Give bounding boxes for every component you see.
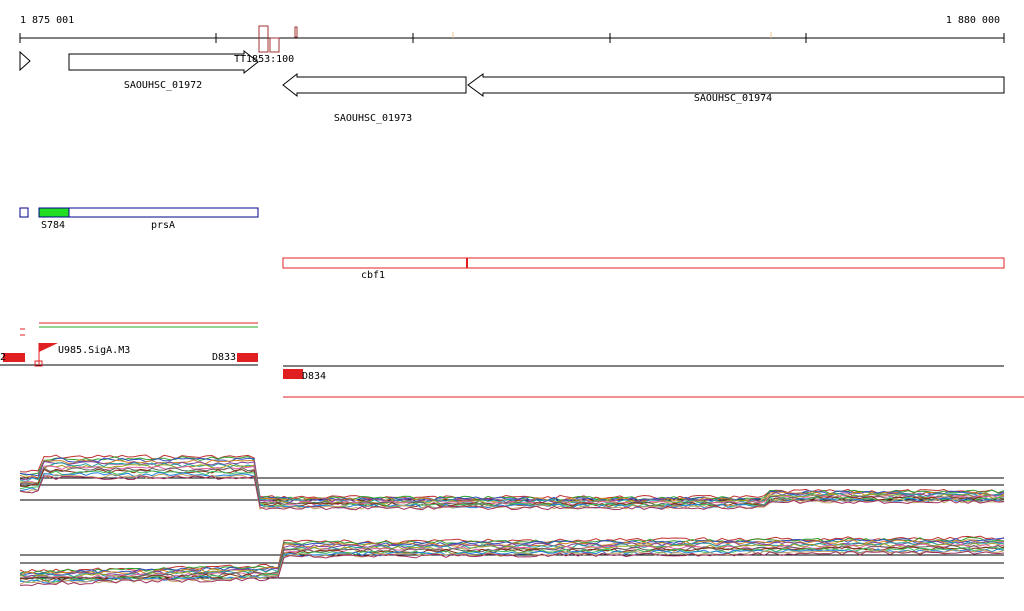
gene-label: SAOUHSC_01973 xyxy=(334,113,412,124)
operon-label: cbf1 xyxy=(361,270,385,281)
terminator-boxes xyxy=(258,25,298,53)
operon-label: prsA xyxy=(151,220,175,231)
promoter-box xyxy=(3,353,25,362)
operon-box xyxy=(282,257,1005,269)
operon-box xyxy=(68,207,259,218)
expression-line xyxy=(19,535,1005,574)
expression-line xyxy=(19,475,1005,511)
terminator-label: TT1853:100 xyxy=(234,54,294,65)
operon-box xyxy=(19,207,29,218)
promoter-box xyxy=(34,360,43,367)
expression-line xyxy=(19,542,1005,579)
expression-line xyxy=(19,473,1005,510)
expression-line xyxy=(19,457,1005,502)
operon-box xyxy=(38,207,70,218)
operon-label: S784 xyxy=(41,220,65,231)
promoter-box xyxy=(283,369,303,379)
expression-line xyxy=(19,462,1005,504)
promoter-flag xyxy=(39,343,58,352)
promoter-label: D833 xyxy=(212,352,236,363)
ruler-marks xyxy=(452,32,772,38)
ruler-end: 1 880 000 xyxy=(946,15,1000,26)
ruler xyxy=(19,33,1005,43)
expression-line xyxy=(19,465,1005,506)
promoter-label: 2 xyxy=(0,352,6,363)
promoter-label: D834 xyxy=(302,371,326,382)
promoter-box xyxy=(237,353,258,362)
gene-arrows xyxy=(19,49,1005,98)
expression-line xyxy=(19,550,1005,587)
ruler-start: 1 875 001 xyxy=(20,15,74,26)
gene-label: SAOUHSC_01974 xyxy=(694,93,772,104)
expression-line xyxy=(19,548,1005,584)
expression-line xyxy=(19,544,1005,581)
promoter-label: U985.SigA.M3 xyxy=(58,345,130,356)
expression-tracks xyxy=(19,454,1005,587)
gene-label: SAOUHSC_01972 xyxy=(124,80,202,91)
